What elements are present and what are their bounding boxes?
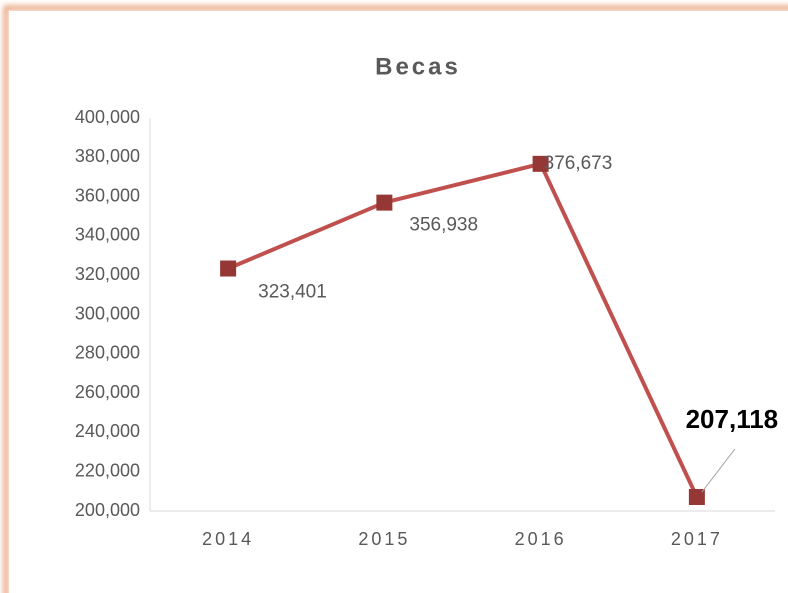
y-tick-label: 240,000 (75, 421, 140, 441)
data-label: 207,118 (686, 404, 779, 434)
y-tick-label: 320,000 (75, 264, 140, 284)
x-tick-label: 2016 (515, 529, 567, 549)
line (227, 161, 699, 498)
data-label: 376,673 (544, 153, 613, 174)
y-tick-label: 220,000 (75, 460, 140, 480)
y-tick-label: 380,000 (75, 146, 140, 166)
x-tick-label: 2014 (202, 529, 254, 549)
y-tick-label: 340,000 (75, 225, 140, 245)
x-tick-label: 2017 (671, 529, 723, 549)
y-tick-label: 360,000 (75, 185, 140, 205)
y-tick-label: 200,000 (75, 500, 140, 520)
marker (688, 489, 705, 506)
data-label: 323,401 (258, 282, 327, 303)
y-tick-label: 300,000 (75, 303, 140, 323)
y-tick-label: 260,000 (75, 382, 140, 402)
chart-title: Becas (375, 53, 461, 80)
y-tick-label: 280,000 (75, 343, 140, 363)
marker (376, 194, 393, 211)
y-tick-label: 400,000 (75, 107, 140, 127)
marker (220, 260, 237, 277)
x-tick-label: 2015 (358, 529, 410, 549)
frame (7, 9, 788, 593)
leader-line (701, 448, 736, 493)
frame-shadow (3, 5, 788, 593)
marker (532, 155, 549, 172)
data-label: 356,938 (409, 215, 478, 236)
